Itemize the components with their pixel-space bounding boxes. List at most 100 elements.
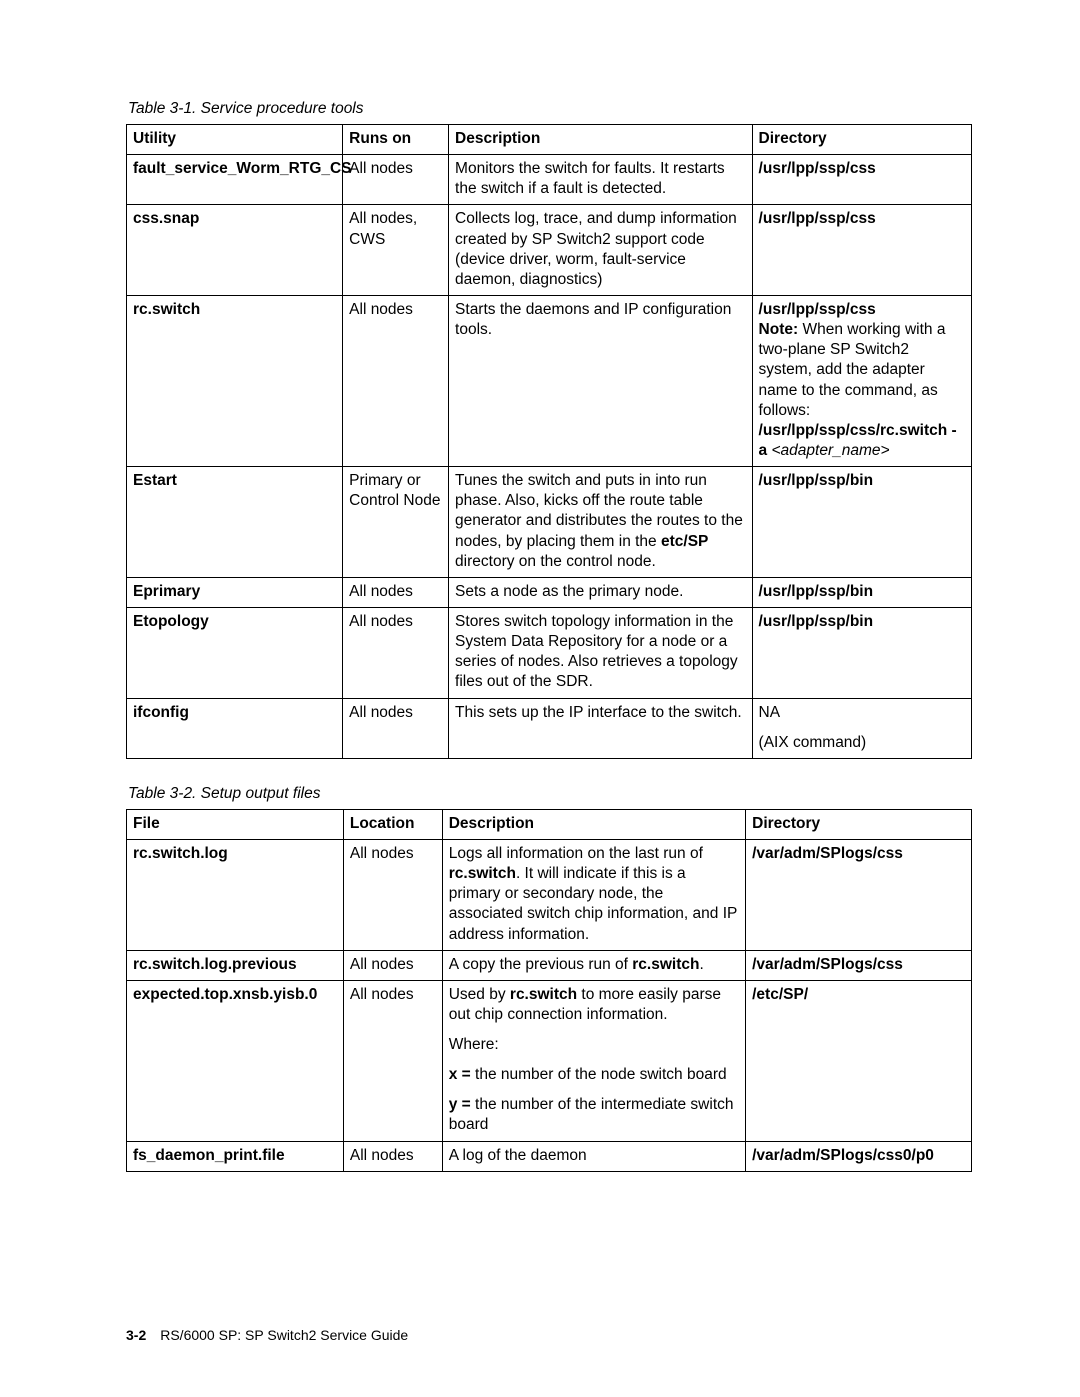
- utility-cell: css.snap: [127, 205, 343, 296]
- desc-cell: Used by rc.switch to more easily parse o…: [442, 980, 745, 1141]
- table-row: fault_service_Worm_RTG_CS All nodes Moni…: [127, 155, 972, 205]
- p4b: the number of the intermediate switch bo…: [449, 1096, 734, 1133]
- dir-line1: /usr/lpp/ssp/css: [759, 301, 876, 318]
- dir-cell: /usr/lpp/ssp/bin: [752, 607, 971, 698]
- table-row: css.snap All nodes, CWS Collects log, tr…: [127, 205, 972, 296]
- loc-cell: All nodes: [343, 839, 442, 950]
- table-row: expected.top.xnsb.yisb.0 All nodes Used …: [127, 980, 972, 1141]
- dir-cell: /var/adm/SPlogs/css: [746, 950, 972, 980]
- d1c: .: [699, 956, 703, 973]
- dir-text: /var/adm/SPlogs/css: [752, 956, 903, 973]
- table2: File Location Description Directory rc.s…: [126, 809, 972, 1172]
- table2-caption: Table 3-2. Setup output files: [128, 785, 972, 803]
- file-name: rc.switch.log.previous: [133, 956, 297, 973]
- dir-text: /var/adm/SPlogs/css: [752, 845, 903, 862]
- desc-cell: A copy the previous run of rc.switch.: [442, 950, 745, 980]
- note-label: Note:: [759, 321, 799, 338]
- dir-cell: /var/adm/SPlogs/css: [746, 839, 972, 950]
- runs-cell: All nodes, CWS: [343, 205, 449, 296]
- dir-cell: /etc/SP/: [746, 980, 972, 1141]
- dir-cell: /usr/lpp/ssp/css Note: When working with…: [752, 295, 971, 466]
- table1-header-row: Utility Runs on Description Directory: [127, 125, 972, 155]
- desc-cell: This sets up the IP interface to the swi…: [449, 698, 753, 758]
- loc-cell: All nodes: [343, 950, 442, 980]
- table-row: Eprimary All nodes Sets a node as the pr…: [127, 577, 972, 607]
- utility-name: Eprimary: [133, 583, 200, 600]
- file-cell: rc.switch.log.previous: [127, 950, 344, 980]
- utility-cell: Eprimary: [127, 577, 343, 607]
- dir-cell: /usr/lpp/ssp/bin: [752, 467, 971, 578]
- table-row: rc.switch All nodes Starts the daemons a…: [127, 295, 972, 466]
- dir-a: NA: [759, 704, 781, 721]
- table1: Utility Runs on Description Directory fa…: [126, 124, 972, 759]
- dir-text: /usr/lpp/ssp/css: [759, 160, 876, 177]
- file-cell: rc.switch.log: [127, 839, 344, 950]
- utility-cell: rc.switch: [127, 295, 343, 466]
- file-name: fs_daemon_print.file: [133, 1147, 285, 1164]
- th-file: File: [127, 809, 344, 839]
- utility-cell: fault_service_Worm_RTG_CS: [127, 155, 343, 205]
- desc-b: etc/SP: [661, 533, 708, 550]
- runs-cell: Primary or Control Node: [343, 467, 449, 578]
- page: Table 3-1. Service procedure tools Utili…: [0, 0, 1080, 1397]
- dir-b: (AIX command): [759, 734, 867, 751]
- desc-cell: Collects log, trace, and dump informatio…: [449, 205, 753, 296]
- runs-cell: All nodes: [343, 698, 449, 758]
- desc-cell: Stores switch topology information in th…: [449, 607, 753, 698]
- dir-cell: /var/adm/SPlogs/css0/p0: [746, 1141, 972, 1171]
- runs-cell: All nodes: [343, 155, 449, 205]
- desc-cell: Tunes the switch and puts in into run ph…: [449, 467, 753, 578]
- d0b: rc.switch: [449, 865, 516, 882]
- table-row: Etopology All nodes Stores switch topolo…: [127, 607, 972, 698]
- th-runs-on: Runs on: [343, 125, 449, 155]
- utility-name: Estart: [133, 472, 177, 489]
- dir-cell: NA (AIX command): [752, 698, 971, 758]
- th-directory: Directory: [752, 125, 971, 155]
- file-cell: fs_daemon_print.file: [127, 1141, 344, 1171]
- table1-caption: Table 3-1. Service procedure tools: [128, 100, 972, 118]
- dir-text: /etc/SP/: [752, 986, 808, 1003]
- p4a: y =: [449, 1096, 471, 1113]
- utility-name: rc.switch: [133, 301, 200, 318]
- file-name: rc.switch.log: [133, 845, 228, 862]
- file-cell: expected.top.xnsb.yisb.0: [127, 980, 344, 1141]
- p2: Where:: [449, 1036, 499, 1053]
- dir-text: /usr/lpp/ssp/css: [759, 210, 876, 227]
- desc-cell: Starts the daemons and IP configuration …: [449, 295, 753, 466]
- dir-text: /usr/lpp/ssp/bin: [759, 472, 874, 489]
- desc-cell: Logs all information on the last run of …: [442, 839, 745, 950]
- footer-text: RS/6000 SP: SP Switch2 Service Guide: [160, 1327, 408, 1343]
- th-description: Description: [442, 809, 745, 839]
- loc-cell: All nodes: [343, 980, 442, 1141]
- runs-cell: All nodes: [343, 577, 449, 607]
- adapter-arg: <adapter_name>: [767, 442, 889, 459]
- dir-cell: /usr/lpp/ssp/css: [752, 205, 971, 296]
- page-number: 3-2: [126, 1327, 146, 1343]
- th-directory: Directory: [746, 809, 972, 839]
- loc-cell: All nodes: [343, 1141, 442, 1171]
- dir-text: /usr/lpp/ssp/bin: [759, 613, 874, 630]
- table-row: fs_daemon_print.file All nodes A log of …: [127, 1141, 972, 1171]
- th-location: Location: [343, 809, 442, 839]
- p3a: x =: [449, 1066, 471, 1083]
- file-name: expected.top.xnsb.yisb.0: [133, 986, 317, 1003]
- page-footer: 3-2 RS/6000 SP: SP Switch2 Service Guide: [126, 1327, 408, 1343]
- utility-name: Etopology: [133, 613, 209, 630]
- utility-name: css.snap: [133, 210, 199, 227]
- th-utility: Utility: [127, 125, 343, 155]
- d1b: rc.switch: [632, 956, 699, 973]
- p1a: Used by: [449, 986, 510, 1003]
- utility-name: fault_service_Worm_RTG_CS: [133, 160, 352, 177]
- d0a: Logs all information on the last run of: [449, 845, 703, 862]
- utility-cell: Estart: [127, 467, 343, 578]
- desc-c: directory on the control node.: [455, 553, 656, 570]
- dir-cell: /usr/lpp/ssp/css: [752, 155, 971, 205]
- desc-cell: Monitors the switch for faults. It resta…: [449, 155, 753, 205]
- dir-text: /var/adm/SPlogs/css0/p0: [752, 1147, 934, 1164]
- d1a: A copy the previous run of: [449, 956, 633, 973]
- runs-cell: All nodes: [343, 295, 449, 466]
- th-description: Description: [449, 125, 753, 155]
- table-row: ifconfig All nodes This sets up the IP i…: [127, 698, 972, 758]
- runs-cell: All nodes: [343, 607, 449, 698]
- table2-header-row: File Location Description Directory: [127, 809, 972, 839]
